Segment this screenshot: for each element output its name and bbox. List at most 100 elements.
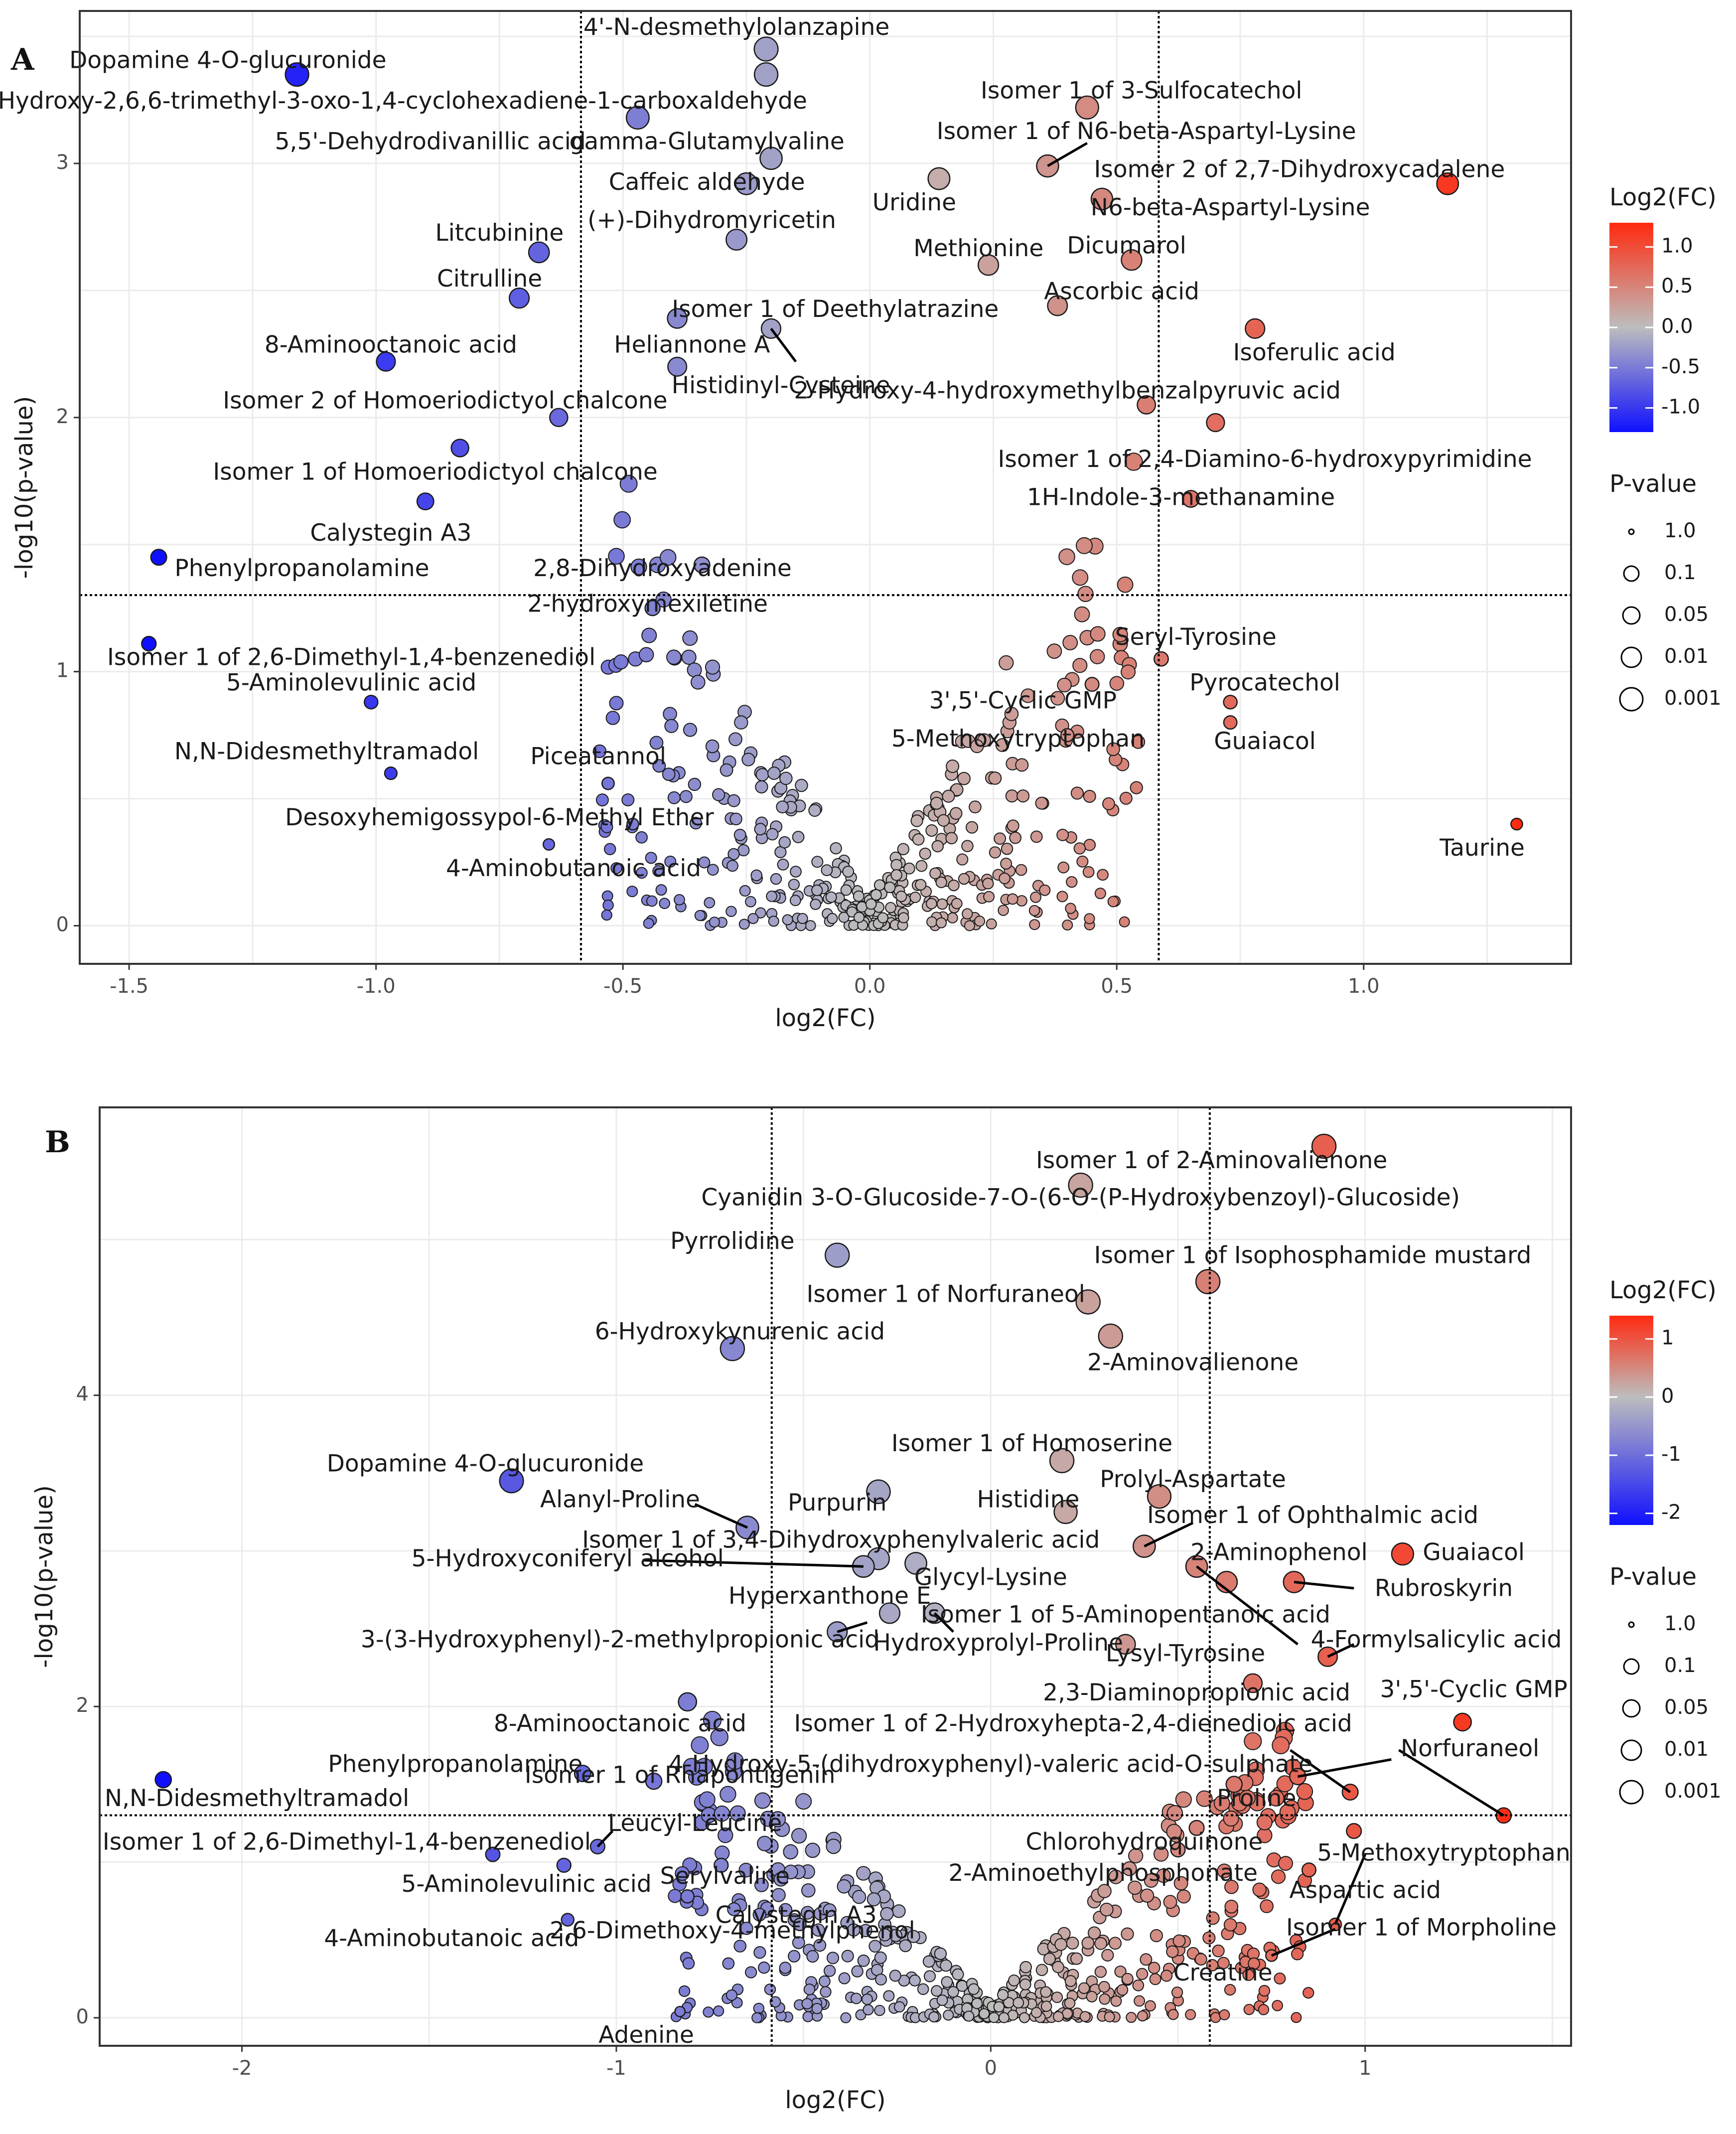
data-point [619, 474, 638, 493]
data-point [668, 1889, 682, 1903]
data-point [800, 1906, 815, 1920]
data-point [971, 1997, 983, 2009]
data-point [768, 915, 779, 927]
point-label: Adenine [598, 2021, 694, 2049]
data-point [376, 351, 396, 372]
data-point [659, 549, 677, 566]
data-point [1056, 891, 1068, 903]
data-point [795, 1793, 812, 1810]
data-point [667, 356, 688, 377]
color-bar-label: 1.0 [1661, 234, 1693, 257]
data-point [947, 1986, 959, 1998]
data-point [893, 2001, 905, 2013]
data-point [958, 873, 970, 885]
data-point [1094, 1937, 1108, 1950]
data-point [691, 1736, 709, 1754]
data-point [690, 674, 706, 690]
x-tick-label: 1 [1359, 2057, 1371, 2080]
data-point [1243, 2003, 1255, 2015]
data-point [747, 913, 759, 924]
data-point [999, 655, 1014, 671]
data-point [979, 2008, 990, 2019]
data-point [857, 1954, 870, 1967]
data-point [825, 1242, 850, 1268]
data-point [1116, 1984, 1129, 1996]
data-point [1163, 1895, 1177, 1909]
data-point [926, 916, 938, 927]
point-label: Histidinyl-Cysteine [672, 372, 890, 399]
point-label: Isomer 1 of Morpholine [1286, 1914, 1557, 1941]
point-label: 2-hydroxymexiletine [527, 591, 767, 618]
data-point [919, 847, 931, 860]
data-point [508, 288, 530, 309]
data-point [1090, 626, 1106, 642]
size-legend-label: 0.001 [1664, 1780, 1722, 1803]
data-point [1005, 789, 1018, 803]
data-point [609, 696, 624, 711]
data-point [1212, 1944, 1225, 1958]
point-label: Calystegin A3 [716, 1901, 877, 1929]
point-label: Dopamine 4-O-glucuronide [327, 1450, 644, 1478]
data-point [837, 1879, 852, 1894]
y-tick-label: 2 [56, 405, 69, 428]
data-point [1035, 1964, 1048, 1977]
data-point [1086, 1990, 1098, 2002]
data-point [826, 1952, 840, 1965]
data-point [1078, 1982, 1090, 1994]
data-point [1219, 2009, 1230, 2020]
data-point [1117, 576, 1134, 593]
data-point [753, 2002, 765, 2014]
point-label: (+)-Dihydromyricetin [587, 207, 836, 234]
data-point [977, 254, 1000, 276]
data-point [773, 1872, 788, 1887]
data-point [909, 1975, 921, 1986]
data-point [744, 1966, 757, 1979]
point-label: Prolyl-Aspartate [1100, 1466, 1286, 1493]
data-point [675, 1866, 690, 1881]
data-point [907, 1930, 920, 1943]
data-point [757, 1835, 772, 1851]
data-point [966, 821, 979, 834]
data-point [766, 828, 779, 841]
data-point [1112, 626, 1128, 642]
data-point [952, 1968, 964, 1981]
data-point [556, 1857, 572, 1873]
size-legend-title: P-value [1609, 1563, 1697, 1591]
data-point [797, 913, 808, 924]
data-point [877, 912, 888, 923]
data-point [1068, 1172, 1093, 1198]
point-label: 2,3-Diaminopropionic acid [1043, 1679, 1350, 1706]
data-point [805, 1842, 821, 1858]
point-label: 5-Hydroxyconiferyl alcohol [412, 1545, 724, 1572]
data-point [738, 918, 750, 930]
data-point [1136, 1968, 1149, 1981]
data-point [727, 848, 740, 861]
data-point [729, 812, 742, 826]
data-point [1346, 1823, 1362, 1839]
point-label: Chlorohydroquinone [1025, 1829, 1263, 1856]
data-point [738, 1862, 753, 1878]
data-point [1057, 677, 1072, 693]
data-point [646, 895, 658, 907]
data-point [1050, 691, 1065, 706]
data-point [947, 912, 958, 923]
data-point [667, 791, 681, 804]
data-point [821, 864, 833, 876]
data-point [751, 2012, 763, 2023]
labeled-points [141, 36, 1523, 851]
data-point [674, 894, 685, 906]
data-point [1052, 1961, 1064, 1974]
data-point [1019, 1978, 1031, 1990]
data-point [956, 853, 969, 866]
data-point [903, 862, 915, 875]
data-point [803, 1983, 816, 1995]
data-point [884, 881, 896, 894]
data-point [659, 898, 671, 910]
data-point [968, 1983, 980, 1995]
data-point [1046, 643, 1062, 659]
data-point [1195, 1269, 1221, 1294]
point-label: Guaiacol [1214, 728, 1316, 755]
data-point [754, 1877, 769, 1892]
size-legend-key [1622, 1699, 1641, 1718]
data-point [890, 869, 902, 881]
